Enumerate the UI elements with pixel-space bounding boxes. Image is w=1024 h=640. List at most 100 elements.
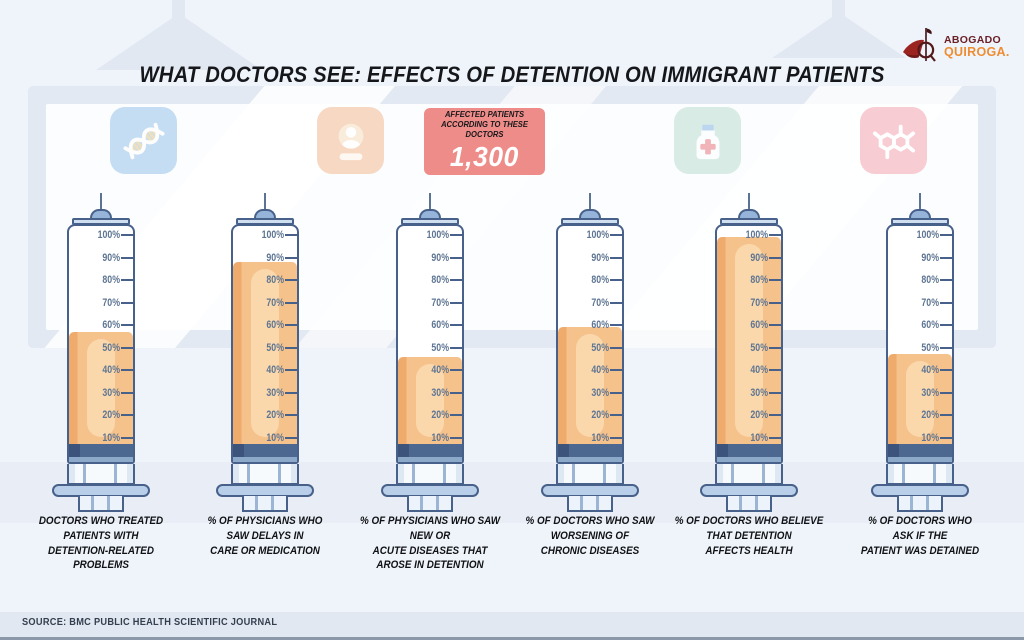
scale-tick-row: 30% — [69, 385, 133, 401]
syringe-cap-dome — [579, 209, 601, 218]
syringe-barrel: 100% 90% 80% 70% 60% 50% 40% 30% 20% 10% — [396, 224, 464, 464]
syringe-barrel: 100% 90% 80% 70% 60% 50% 40% 30% 20% 10% — [886, 224, 954, 464]
scale-tick-row: 10% — [717, 430, 781, 446]
tick-label: 80% — [591, 274, 609, 286]
tick-label: 10% — [102, 431, 120, 444]
scale-tick-row: 100% — [558, 227, 622, 243]
tick-mark — [285, 369, 297, 371]
medicine-bottle-icon — [674, 107, 741, 174]
tick-label: 60% — [591, 319, 609, 331]
syringe-glass — [556, 464, 624, 485]
scale-tick-row: 50% — [69, 340, 133, 356]
tick-label: 60% — [102, 319, 120, 331]
tick-label: 80% — [266, 274, 284, 286]
tick-label: 40% — [102, 364, 120, 376]
scale-tick-row: 10% — [888, 430, 952, 446]
tick-mark — [121, 234, 133, 236]
tick-mark — [940, 256, 952, 259]
tick-label: 50% — [591, 341, 609, 354]
tick-mark — [769, 301, 781, 304]
syringe-cap-dome — [738, 209, 760, 218]
scale-tick-row: 30% — [398, 385, 462, 401]
scale-tick-row: 90% — [233, 250, 297, 266]
tick-mark — [610, 279, 622, 281]
tick-label: 80% — [102, 274, 120, 286]
fill-level — [558, 327, 622, 444]
molecule-icon — [860, 107, 927, 174]
scale-tick-row: 100% — [717, 227, 781, 243]
tick-mark — [769, 256, 781, 259]
syringe-caption: DOCTORS WHO TREATED PATIENTS WITH DETENT… — [38, 515, 164, 572]
syringe-needle — [263, 193, 267, 209]
syringe: 100% 90% 80% 70% 60% 50% 40% 30% 20% 10% — [381, 193, 479, 512]
brand-logo: ABOGADO QUIROGA. — [902, 27, 1010, 67]
tick-mark — [450, 414, 462, 416]
tick-label: 40% — [431, 364, 449, 376]
scale-tick-row: 90% — [69, 250, 133, 266]
brand-logo-text: ABOGADO QUIROGA. — [944, 35, 1010, 58]
fill-level — [233, 262, 297, 444]
tick-mark — [769, 234, 781, 236]
scale-tick-row: 90% — [888, 250, 952, 266]
tick-mark — [940, 391, 952, 394]
tick-label: 70% — [102, 296, 120, 309]
plunger-rod — [242, 496, 288, 512]
scale-tick-row: 20% — [888, 407, 952, 423]
tick-mark — [121, 346, 133, 349]
tick-label: 50% — [266, 341, 284, 354]
scale-tick-row: 10% — [69, 430, 133, 446]
brand-name-bottom: QUIROGA. — [944, 44, 1010, 59]
tick-label: 70% — [921, 296, 939, 309]
source-note: SOURCE: BMC PUBLIC HEALTH SCIENTIFIC JOU… — [22, 616, 278, 628]
syringe: 100% 90% 80% 70% 60% 50% 40% 30% 20% 10% — [52, 193, 150, 512]
plunger-rod — [567, 496, 613, 512]
badge-value: 1,300 — [450, 141, 519, 172]
tick-mark — [285, 346, 297, 349]
tick-mark — [285, 301, 297, 304]
scale-tick-row: 80% — [558, 272, 622, 288]
tick-mark — [285, 436, 297, 439]
scale-tick-row: 90% — [717, 250, 781, 266]
tick-label: 80% — [750, 274, 768, 286]
tick-label: 40% — [266, 364, 284, 376]
syringe-needle — [588, 193, 592, 209]
tick-mark — [769, 436, 781, 439]
tick-label: 20% — [102, 409, 120, 421]
tick-mark — [769, 414, 781, 416]
tick-mark — [450, 436, 462, 439]
tick-label: 10% — [750, 431, 768, 444]
tick-mark — [940, 279, 952, 281]
tick-label: 90% — [431, 251, 449, 264]
tick-label: 30% — [591, 386, 609, 399]
syringe-cap-dome — [254, 209, 276, 218]
scale-tick-row: 50% — [558, 340, 622, 356]
ceiling-lamp-left-stem — [172, 0, 185, 20]
tick-mark — [769, 369, 781, 371]
tick-label: 100% — [97, 229, 120, 241]
plunger-rod — [726, 496, 772, 512]
tick-mark — [769, 324, 781, 326]
scale-tick-row: 70% — [398, 295, 462, 311]
syringe-barrel: 100% 90% 80% 70% 60% 50% 40% 30% 20% 10% — [231, 224, 299, 464]
scale-tick-row: 70% — [717, 295, 781, 311]
scale-tick-row: 40% — [233, 362, 297, 378]
tick-label: 70% — [750, 296, 768, 309]
tick-label: 100% — [586, 229, 609, 241]
tick-mark — [610, 414, 622, 416]
scale-tick-row: 30% — [888, 385, 952, 401]
syringe-barrel: 100% 90% 80% 70% 60% 50% 40% 30% 20% 10% — [67, 224, 135, 464]
tick-mark — [940, 301, 952, 304]
scale-tick-row: 10% — [233, 430, 297, 446]
tick-mark — [285, 391, 297, 394]
plunger-seal — [233, 444, 297, 462]
tick-label: 50% — [102, 341, 120, 354]
scale-tick-row: 100% — [233, 227, 297, 243]
plunger-rod — [407, 496, 453, 512]
tick-label: 100% — [745, 229, 768, 241]
tick-label: 30% — [266, 386, 284, 399]
tick-mark — [769, 391, 781, 394]
scale-tick-row: 30% — [233, 385, 297, 401]
syringe: 100% 90% 80% 70% 60% 50% 40% 30% 20% 10% — [871, 193, 969, 512]
tick-mark — [940, 436, 952, 439]
tick-mark — [610, 346, 622, 349]
